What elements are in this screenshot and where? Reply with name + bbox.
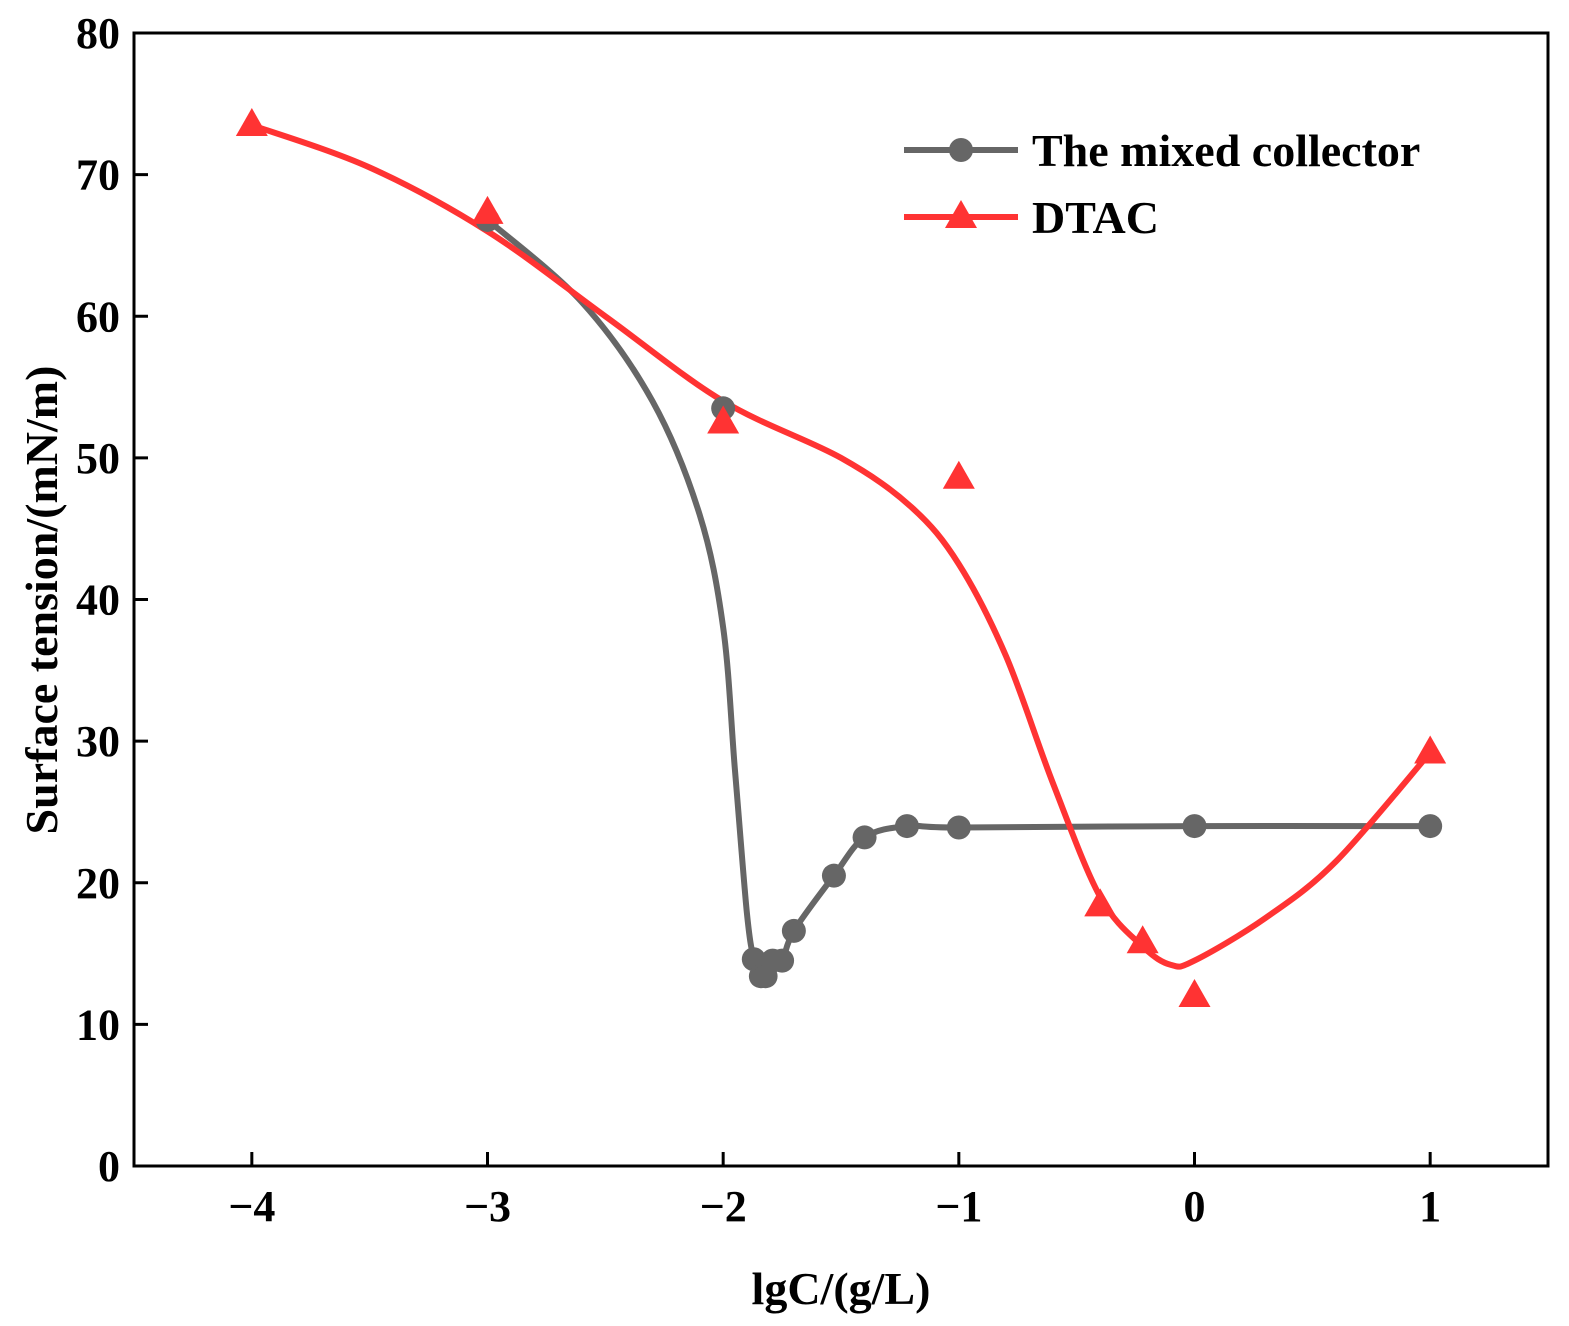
data-point-dtac [1084,888,1117,917]
legend-label-dtac: DTAC [1032,192,1159,243]
data-point-the-mixed-collector [852,825,877,850]
y-tick-label: 50 [76,434,120,483]
y-tick-label: 40 [76,576,120,625]
data-point-dtac [1126,925,1159,954]
data-point-the-mixed-collector [894,814,919,839]
plot-frame [132,31,1550,1168]
y-tick-label: 70 [76,151,120,200]
data-point-dtac [471,195,504,224]
x-tick-label: −3 [464,1182,511,1231]
legend-marker-mixed [949,138,973,162]
series-curves [250,122,1433,980]
y-tick-label: 80 [76,9,120,58]
y-tick-label: 60 [76,292,120,341]
y-tick-label: 10 [76,1000,120,1049]
legend-label-mixed: The mixed collector [1032,125,1420,176]
legend: The mixed collector DTAC [904,125,1420,243]
x-tick-label: −1 [935,1182,982,1231]
data-point-the-mixed-collector [770,948,795,973]
data-point-dtac [942,460,975,489]
data-point-dtac [1414,735,1447,764]
y-tick-label: 30 [76,717,120,766]
x-tick-label: −2 [700,1182,747,1231]
data-point-the-mixed-collector [781,918,806,943]
data-point-dtac [707,405,740,434]
series-line-dtac [250,122,1433,970]
data-point-the-mixed-collector [1418,814,1443,839]
x-tick-label: 1 [1419,1182,1441,1231]
data-point-dtac [1178,979,1211,1008]
x-axis-title: lgC/(g/L) [752,1263,931,1314]
data-point-the-mixed-collector [1182,814,1207,839]
legend-marker-dtac [945,200,977,228]
y-tick-label: 20 [76,859,120,908]
x-tick-label: −4 [228,1182,275,1231]
data-point-dtac [235,108,268,137]
y-axis-title: Surface tension/(mN/m) [16,366,67,835]
data-point-the-mixed-collector [821,863,846,888]
data-point-the-mixed-collector [946,815,971,840]
x-tick-label: 0 [1184,1182,1206,1231]
series-markers [235,108,1447,1008]
y-tick-label: 0 [98,1142,120,1191]
